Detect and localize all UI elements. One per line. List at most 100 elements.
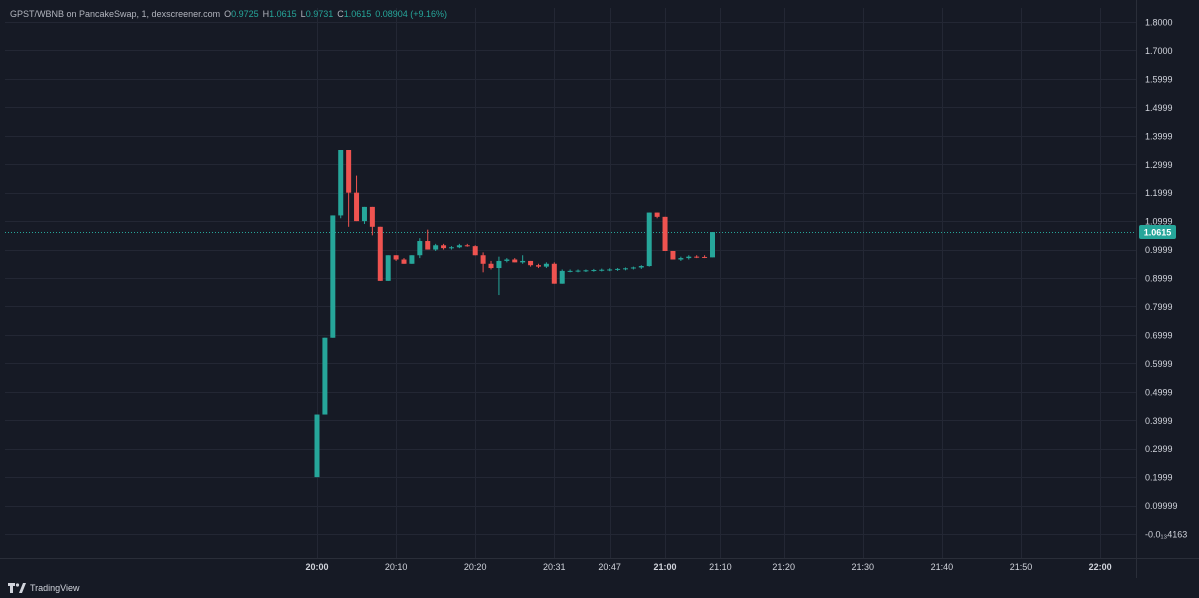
tradingview-brand-text: TradingView — [30, 583, 80, 593]
price-axis[interactable]: 1.8000 1.7000 1.5999 1.4999 1.3999 1.2999 1.19… — [1145, 18, 1187, 540]
candles — [314, 149, 715, 478]
price-label: 1.5999 — [1145, 74, 1173, 84]
high-value: 1.0615 — [269, 9, 297, 19]
candle-body — [559, 270, 565, 284]
candle-41 — [638, 265, 644, 269]
candle-6 — [361, 206, 367, 224]
candle-body — [314, 414, 320, 478]
candle-33 — [575, 269, 581, 273]
candle-10 — [393, 255, 399, 261]
last-price-tag-text: 1.0615 — [1144, 228, 1172, 238]
candle-43 — [654, 212, 660, 219]
candle-48 — [694, 255, 700, 259]
candle-30 — [551, 262, 557, 284]
time-label: 21:30 — [852, 562, 875, 572]
candle-31 — [559, 269, 565, 284]
candle-body — [401, 259, 407, 264]
candle-16 — [441, 243, 447, 250]
candle-body — [512, 259, 518, 263]
candle-body — [670, 250, 676, 260]
candle-22 — [488, 260, 494, 270]
price-label: 0.8999 — [1145, 274, 1173, 284]
candle-11 — [401, 258, 407, 264]
time-axis[interactable]: 20:00 20:10 20:20 20:31 20:47 21:00 21:10 21:20… — [305, 562, 1111, 572]
price-label: 0.6999 — [1145, 330, 1173, 340]
candle-42 — [646, 212, 652, 267]
candle-body — [575, 270, 581, 272]
time-label: 21:00 — [654, 562, 677, 572]
candle-body — [441, 245, 447, 249]
candle-26 — [520, 255, 526, 264]
candle-27 — [528, 260, 534, 267]
price-label: 1.3999 — [1145, 131, 1173, 141]
candle-38 — [615, 268, 621, 271]
candle-12 — [409, 255, 415, 264]
candle-49 — [702, 255, 708, 259]
price-label: 0.3999 — [1145, 416, 1173, 426]
candle-29 — [543, 262, 549, 269]
candle-body — [543, 263, 549, 267]
price-label: 0.4999 — [1145, 387, 1173, 397]
candle-body — [433, 245, 439, 250]
candle-24 — [504, 258, 510, 263]
candle-7 — [369, 206, 375, 236]
candle-body — [638, 266, 644, 268]
candle-body — [393, 255, 399, 260]
low-value: 0.9731 — [305, 9, 334, 19]
footer-bar: TradingView — [0, 578, 1199, 598]
candle-body — [496, 260, 502, 269]
candle-body — [417, 241, 423, 256]
chart-grid — [0, 0, 1199, 578]
candle-17 — [448, 246, 454, 250]
last-price-tag-background — [1139, 225, 1176, 239]
candle-body — [599, 269, 605, 271]
candle-body — [591, 270, 597, 272]
symbol-title[interactable]: GPST/WBNB on PancakeSwap, 1, dexscreener… — [10, 9, 221, 19]
time-label: 21:40 — [931, 562, 954, 572]
price-label: 1.1999 — [1145, 188, 1173, 198]
candle-body — [646, 212, 652, 267]
time-label: 20:47 — [598, 562, 621, 572]
open-label: O — [224, 9, 232, 19]
candle-40 — [630, 266, 636, 270]
price-label: 0.7999 — [1145, 302, 1173, 312]
candle-50 — [710, 232, 715, 258]
candle-44 — [662, 216, 668, 251]
candle-body — [448, 247, 454, 249]
candle-body — [567, 270, 573, 272]
candle-body — [425, 241, 431, 250]
candle-body — [694, 256, 700, 258]
time-label: 20:00 — [305, 562, 328, 572]
candle-25 — [512, 258, 518, 263]
candle-35 — [591, 268, 597, 272]
candle-body — [607, 269, 613, 271]
price-label: -0.0₁₃4163 — [1145, 530, 1187, 540]
candle-body — [583, 270, 589, 272]
candle-body — [354, 192, 360, 222]
candle-body — [520, 260, 526, 263]
price-label: 0.2999 — [1145, 444, 1173, 454]
candle-body — [361, 206, 367, 222]
candle-body — [472, 246, 478, 256]
candle-body — [338, 149, 344, 216]
candle-0 — [314, 414, 320, 478]
candle-body — [702, 256, 708, 258]
price-label: 1.7000 — [1145, 46, 1173, 56]
candle-body — [480, 255, 486, 264]
time-label: 21:20 — [772, 562, 795, 572]
candle-body — [662, 216, 668, 251]
candle-5 — [354, 175, 360, 222]
time-label: 20:31 — [543, 562, 566, 572]
candle-32 — [567, 269, 573, 273]
time-label: 20:10 — [385, 562, 408, 572]
candle-body — [678, 258, 684, 260]
candle-body — [551, 263, 557, 284]
low-label: L — [300, 9, 306, 19]
candle-body — [409, 255, 415, 264]
price-label: 1.2999 — [1145, 160, 1173, 170]
tradingview-logo[interactable]: TradingView — [8, 583, 80, 593]
close-value: 1.0615 — [343, 9, 372, 19]
price-label: 1.4999 — [1145, 103, 1173, 113]
time-label: 21:50 — [1010, 562, 1033, 572]
